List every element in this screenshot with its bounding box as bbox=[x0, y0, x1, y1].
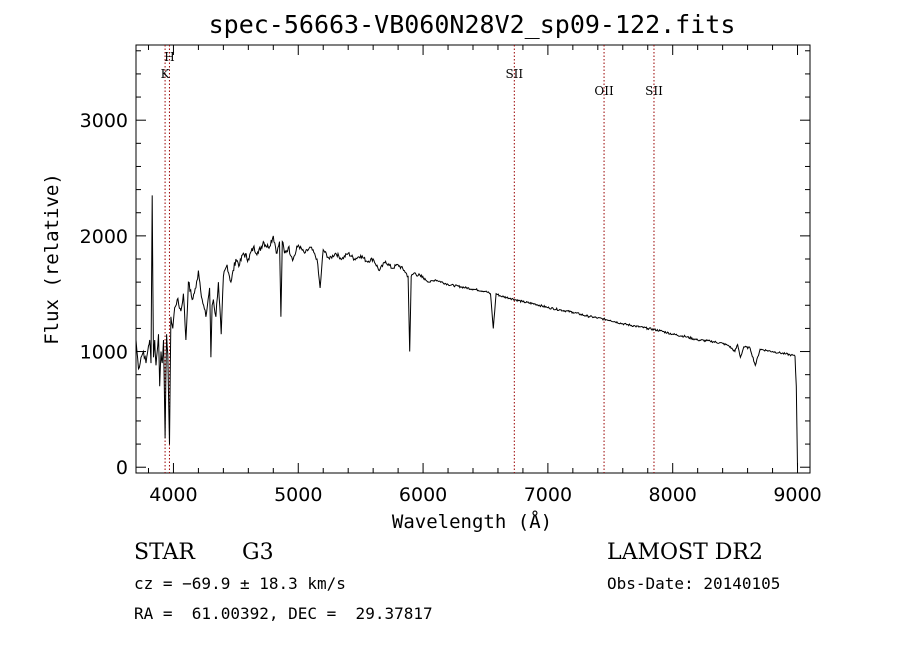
redshift-text: cz = −69.9 ± 18.3 km/s bbox=[134, 574, 346, 593]
chart-title: spec-56663-VB060N28V2_sp09-122.fits bbox=[209, 10, 736, 39]
spectral-line-label: SII bbox=[505, 67, 523, 81]
object-subclass: G3 bbox=[242, 540, 274, 565]
y-tick-label: 0 bbox=[116, 457, 128, 479]
spectral-line-label: K bbox=[161, 67, 171, 81]
survey-name: LAMOST DR2 bbox=[607, 540, 763, 565]
object-class: STAR bbox=[134, 540, 195, 565]
coordinates: RA = 61.00392, DEC = 29.37817 bbox=[134, 604, 433, 623]
x-tick-label: 9000 bbox=[773, 484, 821, 506]
spectral-lines: HK SII OII SII bbox=[161, 45, 663, 473]
spectral-line-label: SII bbox=[645, 84, 663, 98]
x-tick-label: 6000 bbox=[399, 484, 447, 506]
spectral-line-label: H bbox=[164, 50, 174, 64]
x-axis-label: Wavelength (Å) bbox=[392, 510, 552, 533]
spectrum-line bbox=[135, 195, 798, 468]
spectral-line-label: OII bbox=[594, 84, 614, 98]
plot-frame bbox=[135, 44, 811, 474]
y-tick-label: 3000 bbox=[80, 110, 128, 132]
x-tick-label: 7000 bbox=[524, 484, 572, 506]
y-axis: 0 1000 2000 3000 bbox=[80, 50, 810, 479]
y-tick-label: 1000 bbox=[80, 342, 128, 364]
y-axis-label: Flux (relative) bbox=[41, 173, 63, 345]
x-tick-label: 4000 bbox=[149, 484, 197, 506]
x-tick-label: 5000 bbox=[274, 484, 322, 506]
obs-date: Obs-Date: 20140105 bbox=[607, 574, 781, 593]
y-tick-label: 2000 bbox=[80, 226, 128, 248]
x-axis: 4000 5000 6000 7000 8000 9000 bbox=[147, 45, 822, 506]
x-tick-label: 8000 bbox=[649, 484, 697, 506]
